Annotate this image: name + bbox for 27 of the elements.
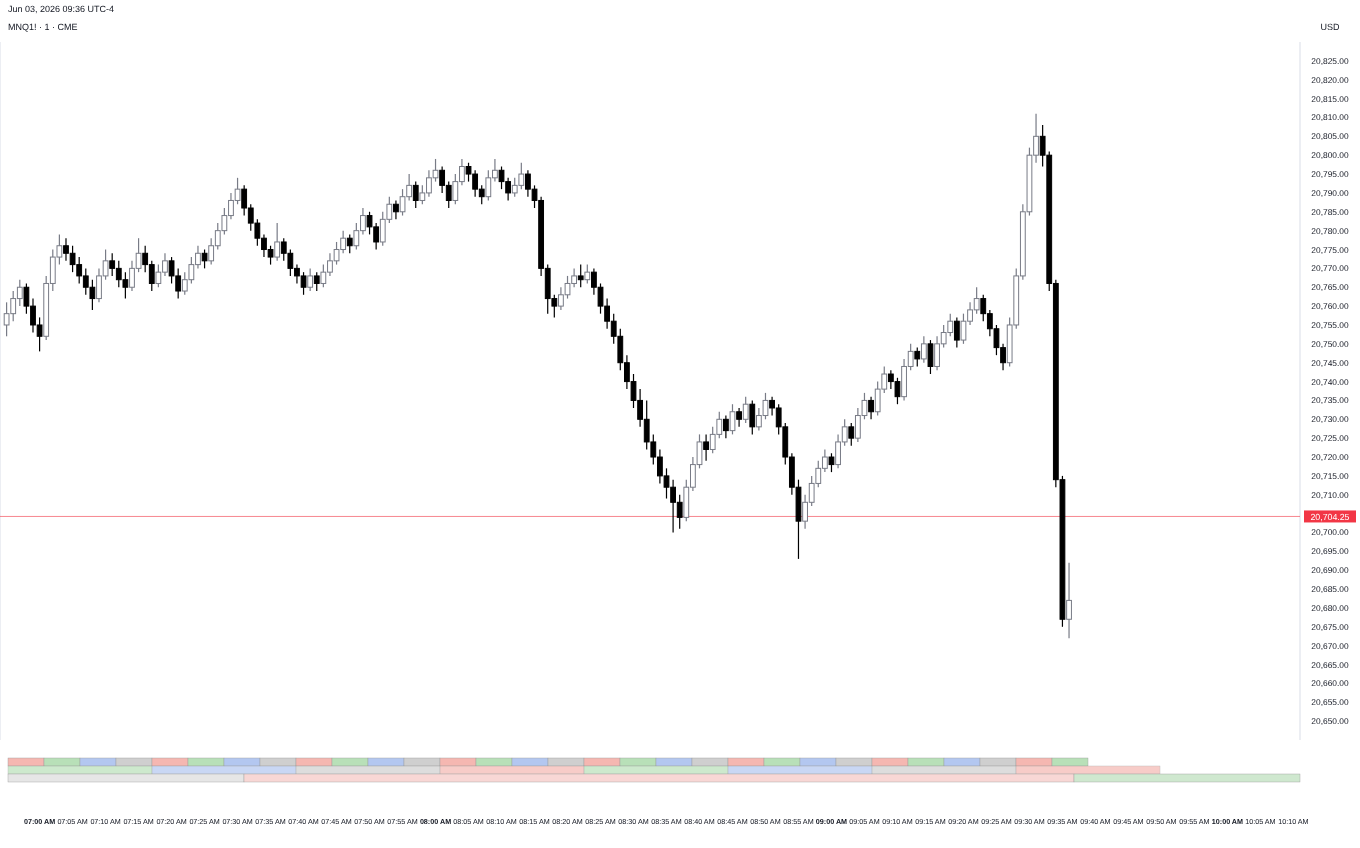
candlestick <box>346 233 353 254</box>
candlestick <box>518 162 525 190</box>
candlestick <box>953 316 960 349</box>
candlestick <box>894 377 901 405</box>
candlestick <box>848 422 855 447</box>
candlestick <box>584 264 591 285</box>
candlestick <box>742 396 749 424</box>
candlestick <box>868 396 874 420</box>
candlestick <box>472 169 479 198</box>
candlestick <box>313 271 320 292</box>
candlestick <box>577 264 584 288</box>
candlestick <box>729 403 736 435</box>
candlestick <box>749 399 756 435</box>
candlestick <box>1066 562 1072 639</box>
candlestick <box>393 199 399 220</box>
candlestick <box>920 335 927 364</box>
candlestick <box>274 222 281 262</box>
candlestick <box>722 414 729 439</box>
candlestick <box>300 271 307 296</box>
candlestick <box>828 452 835 473</box>
candlestick <box>307 267 314 292</box>
candlestick <box>927 339 934 375</box>
candlestick <box>201 248 208 269</box>
candlestick <box>736 407 742 428</box>
candlestick <box>914 347 921 368</box>
candlestick <box>412 181 419 209</box>
candlestick <box>703 433 709 462</box>
